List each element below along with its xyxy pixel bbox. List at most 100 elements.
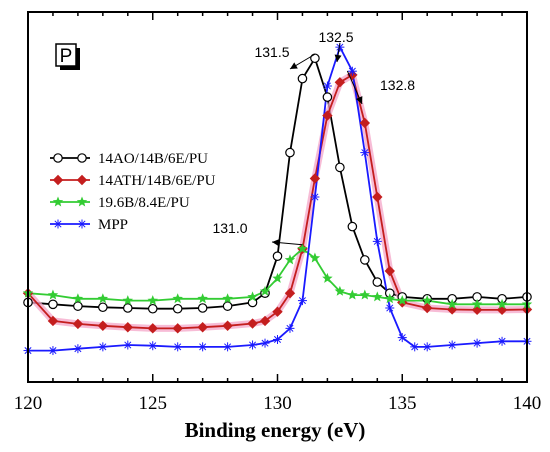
series-19-6b-point [247,291,258,302]
series-19-6b-point [297,243,308,254]
annotation-arrowhead [272,239,280,247]
series-14ao-point [197,303,208,313]
series-14ath-point [284,288,296,299]
series-mpp-point [198,342,208,352]
legend-marker [76,174,88,186]
series-mpp-point [73,344,83,354]
series-14ath-point [384,265,395,277]
annotation-label: 132.8 [380,77,415,93]
series-14ath-point [359,117,371,129]
series-mpp-point [422,342,432,352]
series-mpp-point [48,346,58,356]
annotation-label: 131.5 [254,44,289,60]
series-mpp-point [273,334,282,344]
series-mpp-line [28,46,527,352]
series-mpp-point [223,342,233,352]
legend: 14AO/14B/6E/PU 14ATH/14B/6E/PU 19.6B/8.4E/… [50,151,216,233]
series-14ath-point [322,110,333,121]
x-axis-title: Binding energy (eV) [185,418,366,442]
series-14ao-point [285,147,295,158]
panel-label-box: P [55,43,80,70]
series-mpp-point [98,342,108,352]
series-19-6b-point [47,289,59,300]
annotation-label: 131.0 [212,220,247,236]
series-mpp-point [310,192,320,202]
series-14ao-point [297,73,308,84]
series-14ao-point [172,303,183,314]
series-mpp-point [410,342,420,352]
legend-marker [53,219,63,229]
series-19-6b-point [471,298,483,309]
series-19-6b-point [446,298,458,309]
series-14ath-point [47,315,59,327]
series-14ao-point [123,303,133,313]
series-19-6b-point [397,295,408,306]
series-19-6b-point [197,293,208,304]
annotation-label: 132.5 [318,29,353,45]
series-mpp-point [123,340,133,350]
series-mpp-point [447,340,457,350]
series-19-6b-point [334,285,346,296]
x-tick-label: 140 [513,393,542,414]
legend-marker [53,153,63,163]
series-14ath-point [259,315,271,327]
series-19-6b-point [272,272,283,283]
x-tick-label: 135 [388,393,417,414]
series-mpp-point [260,338,270,348]
series-mpp-point [285,323,295,333]
series-14ao-point [360,255,370,265]
x-axis-ticks: 120 125 130 135 140 [14,12,542,414]
series-14ao-point [347,221,358,232]
x-tick-label: 125 [139,393,168,414]
series-mpp-point [248,340,258,350]
series-14ath-point [309,173,321,184]
legend-label: MPP [98,217,128,233]
series-14ao-point [335,162,345,173]
series-14ath-point [122,322,133,333]
series-14ath-point [97,320,109,331]
peak-annotation: 131.0 [212,220,303,247]
series-14ath-point [172,323,183,334]
legend-item: 19.6B/8.4E/PU [50,195,190,211]
peak-annotation: 131.5 [254,44,316,70]
series-19-6b-point [97,293,109,304]
x-tick-label: 130 [263,393,292,414]
series-19-6b-point [496,298,508,309]
annotation-arrowhead [290,62,298,69]
series-mpp-point [347,66,357,76]
annotation-arrowhead [334,54,342,62]
series-mpp-point [497,336,507,346]
series-19-6b-point [284,254,296,265]
series-14ath-point [247,318,258,329]
series-14ao-point [48,299,58,310]
series-14ath-point [422,302,433,314]
series-mpp-point [297,296,307,306]
series-mpp-point [322,81,332,91]
series-14ao-point [222,301,233,311]
series-14ath-point [372,191,383,203]
series-19-6b-point [347,289,358,300]
series-19-6b-point [72,293,84,304]
series-19-6b-point [222,293,233,304]
series-14ao-point [310,53,320,64]
legend-item: 14ATH/14B/6E/PU [50,173,216,189]
panel-label-text: P [60,46,73,67]
series-mpp-point [173,342,183,352]
series-19-6b-point [147,295,158,306]
series-14ao-point [272,251,283,262]
legend-marker [52,174,64,186]
legend-item: 14AO/14B/6E/PU [50,151,208,167]
series-19-6b-point [372,291,383,302]
peak-annotation: 132.5 [318,29,354,63]
series-14ao-point [247,297,258,308]
legend-item: MPP [50,217,128,233]
series-19-6b-point [359,289,371,300]
series-19-6b-point [384,293,396,304]
series-mpp-point [397,333,407,343]
series-14ath-point [197,322,208,333]
x-tick-label: 120 [14,393,43,414]
series-mpp-point [385,303,395,313]
series-19-6b-point [421,295,433,306]
legend-marker [52,196,64,207]
